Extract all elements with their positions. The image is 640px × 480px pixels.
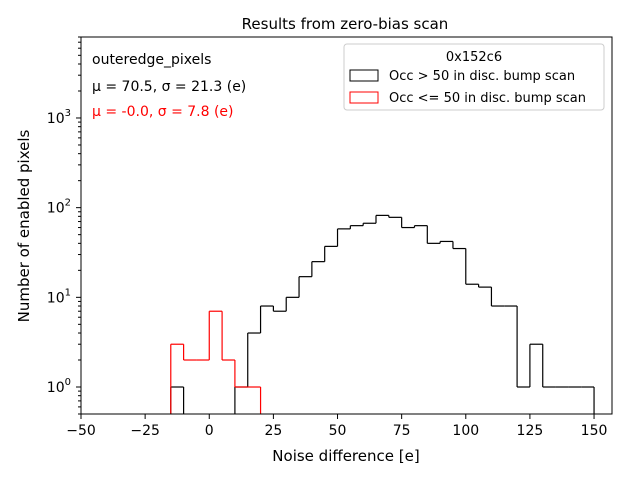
y-tick-label: 102 [47, 198, 71, 217]
y-tick-label: 103 [47, 108, 71, 127]
plot-frame [80, 36, 613, 415]
legend-swatch-black [349, 69, 379, 82]
legend-label-black: Occ > 50 in disc. bump scan [389, 69, 575, 84]
legend-title: 0x152c6 [446, 50, 502, 65]
y-axis-label: Number of enabled pixels [15, 129, 33, 322]
x-tick-label: −25 [130, 423, 160, 439]
annotation-stats-black: μ = 70.5, σ = 21.3 (e) [92, 79, 246, 95]
x-tick-label: 125 [517, 423, 544, 439]
x-tick-label: 50 [329, 423, 347, 439]
legend-label-red: Occ <= 50 in disc. bump scan [389, 91, 586, 106]
x-axis: −50 −25 0 25 50 75 100 125 150 [66, 414, 607, 439]
series-group [170, 214, 595, 414]
x-tick-label: 25 [264, 423, 282, 439]
x-tick-label: 75 [393, 423, 411, 439]
x-tick-label: 150 [581, 423, 608, 439]
series-1 [170, 310, 262, 414]
y-tick-label: 101 [47, 287, 71, 306]
x-tick-label: 0 [205, 423, 214, 439]
annotation-stats-red: μ = -0.0, σ = 7.8 (e) [92, 104, 234, 120]
chart-title: Results from zero-bias scan [242, 15, 449, 33]
legend-box [343, 43, 605, 111]
x-tick-label: 100 [452, 423, 479, 439]
legend-swatch-red [349, 91, 379, 104]
x-tick-label: −50 [66, 423, 96, 439]
x-axis-label: Noise difference [e] [272, 447, 419, 465]
legend: 0x152c6 Occ > 50 in disc. bump scan Occ … [343, 43, 605, 111]
annotation-region: outeredge_pixels [92, 52, 211, 68]
series-0 [170, 214, 595, 414]
y-axis: 100 101 102 103 [47, 36, 81, 415]
y-tick-label: 100 [47, 377, 71, 396]
